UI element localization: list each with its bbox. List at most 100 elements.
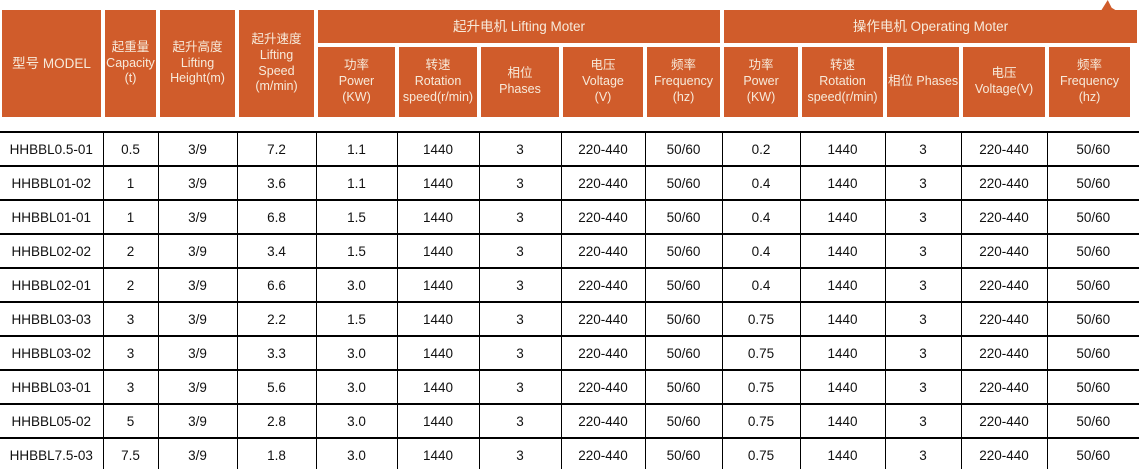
value-cell: 3/9: [157, 165, 238, 201]
header-operating-voltage: 电压 Voltage(V): [961, 45, 1048, 119]
value-cell: 3: [478, 335, 562, 371]
value-cell: 3/9: [157, 233, 238, 269]
value-cell: 3: [478, 437, 562, 469]
value-cell: 50/60: [1046, 369, 1139, 405]
value-cell: 3/9: [157, 369, 238, 405]
spec-table-body: HHBBL0.5-01 0.5 3/9 7.2 1.1 1440 3 220-440 50/60…: [0, 131, 1139, 469]
value-cell: 3: [102, 335, 159, 371]
value-cell: 1440: [799, 335, 886, 371]
value-cell: 3: [478, 369, 562, 405]
header-lifting-speed: 起升速度 Lifting Speed (m/min): [237, 8, 316, 119]
table-row: HHBBL03-02 3 3/9 3.3 3.0 1440 3 220-440 50/60 0.7…: [0, 335, 1139, 371]
value-cell: 1440: [396, 335, 480, 371]
value-cell: 3: [884, 369, 962, 405]
value-cell: 220-440: [960, 131, 1048, 167]
model-cell: HHBBL01-01: [0, 199, 104, 235]
value-cell: 1440: [799, 437, 886, 469]
value-cell: 3/9: [157, 301, 238, 337]
table-row: HHBBL03-03 3 3/9 2.2 1.5 1440 3 220-440 50/60 0.7…: [0, 301, 1139, 337]
value-cell: 1440: [396, 301, 480, 337]
value-cell: 3/9: [157, 335, 238, 371]
value-cell: 3/9: [157, 131, 238, 167]
value-cell: 1440: [396, 369, 480, 405]
value-cell: 1: [102, 199, 159, 235]
value-cell: 3.0: [315, 335, 398, 371]
value-cell: 1440: [396, 267, 480, 303]
value-cell: 3: [884, 437, 962, 469]
value-cell: 220-440: [560, 131, 646, 167]
value-cell: 220-440: [960, 403, 1048, 439]
value-cell: 220-440: [960, 369, 1048, 405]
model-cell: HHBBL03-03: [0, 301, 104, 337]
value-cell: 3.0: [315, 369, 398, 405]
value-cell: 50/60: [1046, 199, 1139, 235]
header-operating-power: 功率 Power (KW): [722, 45, 801, 119]
value-cell: 5.6: [236, 369, 317, 405]
value-cell: 1440: [799, 131, 886, 167]
header-group-operating-motor: 操作电机 Operating Moter: [722, 8, 1139, 45]
spec-table-header: 型号 MODEL 起重量 Capacity (t) 起升高度 Lifting H…: [0, 8, 1139, 119]
header-operating-phases: 相位 Phases: [885, 45, 962, 119]
value-cell: 220-440: [560, 369, 646, 405]
table-row: HHBBL02-01 2 3/9 6.6 3.0 1440 3 220-440 50/60 0.4…: [0, 267, 1139, 303]
value-cell: 3/9: [157, 403, 238, 439]
table-row: HHBBL01-01 1 3/9 6.8 1.5 1440 3 220-440 50/60 0.4…: [0, 199, 1139, 235]
value-cell: 220-440: [560, 199, 646, 235]
value-cell: 0.5: [102, 131, 159, 167]
model-cell: HHBBL03-02: [0, 335, 104, 371]
value-cell: 0.2: [721, 131, 801, 167]
value-cell: 50/60: [1046, 301, 1139, 337]
value-cell: 3.0: [315, 403, 398, 439]
table-row: HHBBL03-01 3 3/9 5.6 3.0 1440 3 220-440 50/60 0.7…: [0, 369, 1139, 405]
value-cell: 0.75: [721, 369, 801, 405]
value-cell: 50/60: [644, 131, 723, 167]
value-cell: 50/60: [1046, 437, 1139, 469]
value-cell: 3/9: [157, 267, 238, 303]
value-cell: 220-440: [560, 165, 646, 201]
header-group-lifting-motor: 起升电机 Lifting Moter: [316, 8, 723, 45]
value-cell: 3: [102, 369, 159, 405]
value-cell: 0.75: [721, 403, 801, 439]
value-cell: 1440: [396, 165, 480, 201]
header-lifting-rotation: 转速 Rotation speed(r/min): [397, 45, 479, 119]
value-cell: 5: [102, 403, 159, 439]
value-cell: 1440: [799, 233, 886, 269]
header-operating-frequency: 频率 Frequency (hz): [1047, 45, 1139, 119]
value-cell: 6.6: [236, 267, 317, 303]
value-cell: 3: [884, 131, 962, 167]
value-cell: 220-440: [960, 267, 1048, 303]
value-cell: 1440: [799, 301, 886, 337]
value-cell: 0.4: [721, 233, 801, 269]
value-cell: 50/60: [1046, 403, 1139, 439]
value-cell: 1440: [396, 233, 480, 269]
value-cell: 3: [102, 301, 159, 337]
model-cell: HHBBL02-01: [0, 267, 104, 303]
value-cell: 1.5: [315, 301, 398, 337]
value-cell: 50/60: [644, 403, 723, 439]
value-cell: 7.5: [102, 437, 159, 469]
value-cell: 3: [884, 403, 962, 439]
value-cell: 3.4: [236, 233, 317, 269]
value-cell: 50/60: [644, 165, 723, 201]
model-cell: HHBBL03-01: [0, 369, 104, 405]
value-cell: 220-440: [960, 301, 1048, 337]
value-cell: 1.1: [315, 131, 398, 167]
value-cell: 3: [478, 403, 562, 439]
model-cell: HHBBL05-02: [0, 403, 104, 439]
value-cell: 220-440: [560, 437, 646, 469]
value-cell: 0.4: [721, 267, 801, 303]
value-cell: 3.3: [236, 335, 317, 371]
value-cell: 50/60: [1046, 131, 1139, 167]
value-cell: 220-440: [560, 233, 646, 269]
value-cell: 220-440: [960, 437, 1048, 469]
value-cell: 1.5: [315, 233, 398, 269]
model-cell: HHBBL0.5-01: [0, 131, 104, 167]
value-cell: 1.8: [236, 437, 317, 469]
header-lifting-power: 功率 Power (KW): [316, 45, 397, 119]
value-cell: 0.75: [721, 301, 801, 337]
value-cell: 3: [884, 233, 962, 269]
value-cell: 0.75: [721, 437, 801, 469]
value-cell: 3: [478, 233, 562, 269]
value-cell: 3: [884, 165, 962, 201]
